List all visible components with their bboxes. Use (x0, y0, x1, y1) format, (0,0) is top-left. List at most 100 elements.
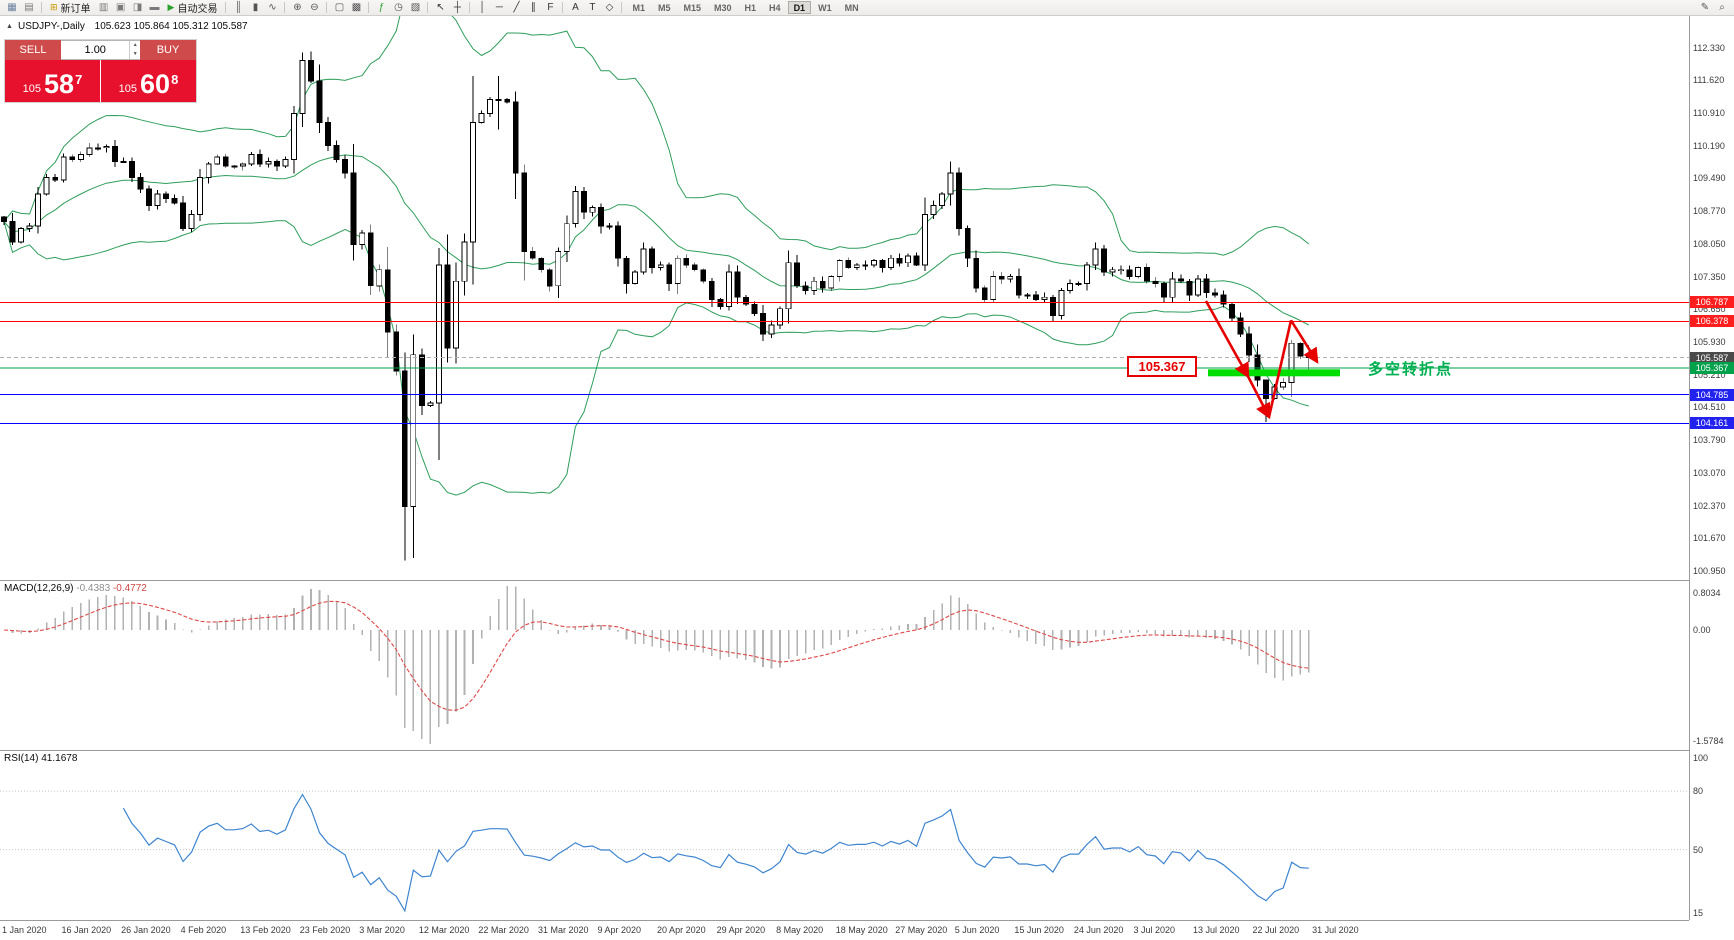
new-order-button[interactable]: ⊞ 新订单 (46, 1, 95, 15)
price-level-badge: 106.378 (1690, 315, 1734, 328)
toolbar-separator (469, 2, 471, 13)
date-tick-label: 4 Feb 2020 (180, 925, 227, 935)
tile-windows-icon[interactable]: ▢ (334, 1, 345, 13)
auto-trading-button[interactable]: ▶ 自动交易 (164, 1, 222, 15)
timeframe-m5[interactable]: M5 (657, 3, 671, 13)
time-axis[interactable]: 1 Jan 2020 16 Jan 2020 26 Jan 2020 4 Feb 20… (0, 921, 1689, 940)
chart-title: USDJPY-,Daily 105.623 105.864 105.312 10… (18, 21, 248, 32)
timeframe-w1[interactable]: W1 (818, 3, 832, 13)
date-tick-label: 13 Jul 2020 (1193, 925, 1240, 935)
date-tick-label: 22 Jul 2020 (1252, 925, 1300, 935)
timeframe-h4[interactable]: H4 (769, 3, 781, 13)
volume-spinner[interactable]: ▲ ▼ (129, 41, 140, 59)
buy-price-bigfigure: 105 (118, 83, 138, 95)
indicators-icon[interactable]: ƒ (378, 1, 385, 13)
turning-point-note[interactable]: 多空转折点 (1368, 361, 1454, 378)
price-level-badge: 105.587 (1690, 351, 1734, 364)
price-flag-label[interactable]: 105.367 (1127, 356, 1197, 377)
market-watch-icon[interactable]: ▥ (98, 1, 109, 13)
timeframe-m1[interactable]: M1 (632, 3, 645, 13)
volume-down-icon[interactable]: ▼ (132, 51, 138, 57)
toolbar-separator (621, 2, 623, 13)
date-tick-label: 26 Jan 2020 (121, 925, 171, 935)
rsi-pane-splitter[interactable] (0, 750, 1689, 751)
search-icon[interactable]: ⌕ (1719, 1, 1725, 13)
sell-price-pips: 58 (44, 69, 75, 99)
toolbar-separator (562, 2, 564, 13)
date-tick-label: 8 May 2020 (776, 925, 824, 935)
text-label-icon[interactable]: A (572, 1, 579, 13)
line-chart-icon[interactable]: ∿ (268, 1, 277, 13)
date-tick-label: 3 Mar 2020 (359, 925, 405, 935)
navigator-icon[interactable]: ◨ (132, 1, 143, 13)
highlight-bar[interactable] (1208, 369, 1340, 377)
timeframe-m30[interactable]: M30 (714, 3, 732, 13)
shapes-icon[interactable]: ◇ (605, 1, 614, 13)
price-tick-label: 112.330 (1693, 42, 1725, 53)
draw-icon[interactable]: ✎ (1700, 1, 1710, 13)
crosshair-icon[interactable]: ┼ (453, 1, 462, 13)
cursor-icon[interactable]: ↖ (436, 1, 445, 13)
time-axis-border (0, 920, 1689, 921)
sell-price-pipette: 7 (75, 72, 83, 87)
new-chart-icon[interactable]: ▦ (7, 1, 17, 13)
auto-arrange-icon[interactable]: ▩ (351, 1, 362, 13)
price-tick-label: 104.510 (1693, 402, 1726, 413)
trade-panel-toggle[interactable]: ▲ (6, 23, 13, 30)
volume-up-icon[interactable]: ▲ (132, 42, 138, 48)
price-axis-border (1689, 16, 1690, 920)
price-level-badge: 106.787 (1690, 296, 1734, 309)
volume-input[interactable] (61, 41, 130, 59)
buy-price-box[interactable]: 105 60 8 (100, 60, 196, 102)
trendline-icon[interactable]: ╱ (513, 1, 520, 13)
timeframe-h1[interactable]: H1 (744, 3, 757, 13)
terminal-icon[interactable]: ▬ (149, 1, 160, 13)
date-tick-label: 13 Feb 2020 (240, 925, 291, 935)
periods-icon[interactable]: ◷ (394, 1, 403, 13)
templates-icon[interactable]: ▧ (410, 1, 421, 13)
macd-histogram (11, 586, 1310, 744)
buy-price-pips: 60 (140, 69, 171, 99)
chart-profiles-icon[interactable]: ▤ (24, 1, 34, 13)
timeframe-m15[interactable]: M15 (683, 3, 702, 13)
macd-main-value: -0.4383 (76, 583, 111, 594)
toolbar: ▦ ▤ ⊞ 新订单 ▥ ▣ ◨ ▬ ▶ 自动交易 ║ ▮ ∿ ⊕ ⊖ ▢ ▩ ƒ ◷ ▧ ↖ ┼ │ ─ ╱ ∥ F A T ◇ M1 M5 M… (0, 0, 1734, 16)
date-tick-label: 20 Apr 2020 (657, 925, 706, 935)
timeframe-mn[interactable]: MN (844, 3, 859, 13)
fibonacci-icon[interactable]: F (547, 1, 554, 13)
candlestick-series (1, 51, 1312, 561)
horizontal-line-icon[interactable]: ─ (495, 1, 504, 13)
vertical-line-icon[interactable]: │ (479, 1, 486, 13)
bar-chart-icon[interactable]: ║ (234, 1, 243, 13)
price-tick-label: 0.00 (1693, 625, 1711, 636)
price-axis[interactable]: 112.330 111.620 110.910 110.190 109.490 108.7… (1689, 0, 1734, 940)
buy-button[interactable]: BUY (140, 40, 196, 60)
price-level-badge: 105.367 (1690, 361, 1734, 374)
auto-trading-button-icon: ▶ (167, 2, 175, 12)
date-tick-label: 12 Mar 2020 (418, 925, 470, 935)
sell-price-box[interactable]: 105 58 7 (5, 60, 100, 102)
price-tick-label: 111.620 (1693, 75, 1725, 86)
macd-indicator-label: MACD(12,26,9) -0.4383 -0.4772 (4, 583, 147, 594)
arrow-object-icon[interactable]: T (589, 1, 596, 13)
chart-ohlc-values: 105.623 105.864 105.312 105.587 (94, 21, 248, 32)
auto-trading-button-label: 自动交易 (177, 4, 218, 15)
macd-pane-splitter[interactable] (0, 580, 1689, 581)
horizontal-level-lines[interactable] (0, 302, 1689, 424)
trend-arrows[interactable] (1204, 300, 1319, 420)
date-tick-label: 31 Mar 2020 (537, 925, 589, 935)
toolbar-separator (326, 2, 328, 13)
timeframe-d1[interactable]: D1 (787, 1, 812, 14)
channel-icon[interactable]: ∥ (530, 1, 536, 13)
price-tick-label: 108.050 (1693, 239, 1726, 250)
zoom-out-icon[interactable]: ⊖ (310, 1, 319, 13)
new-order-button-label: 新订单 (60, 4, 91, 15)
data-window-icon[interactable]: ▣ (115, 1, 126, 13)
zoom-in-icon[interactable]: ⊕ (293, 1, 302, 13)
sell-button[interactable]: SELL (5, 40, 61, 60)
date-tick-label: 3 Jul 2020 (1133, 925, 1175, 935)
candlestick-chart-icon[interactable]: ▮ (252, 1, 259, 13)
macd-name: MACD(12,26,9) (4, 583, 74, 594)
